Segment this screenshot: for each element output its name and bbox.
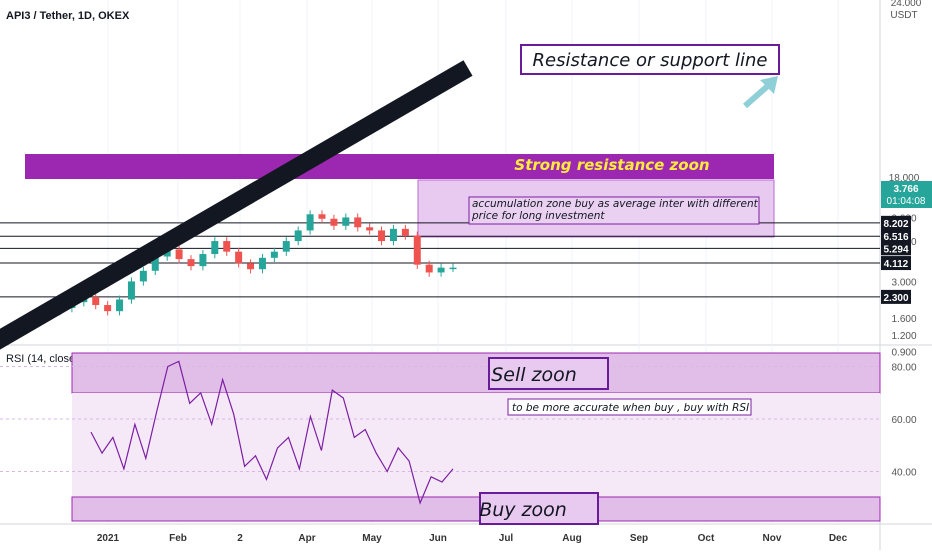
x-tick-label: Aug (562, 533, 581, 544)
last-price-tag: 3.766 01:04:08 (881, 181, 932, 208)
last-price: 3.766 (893, 184, 918, 195)
countdown: 01:04:08 (887, 196, 926, 207)
price-level-tag-bg (881, 241, 911, 256)
candle-body (187, 259, 195, 267)
y-tick-label: 3.000 (891, 277, 916, 288)
price-level-tag: 6.516 (883, 232, 908, 243)
y-tick-label: 1.200 (891, 331, 916, 342)
price-level-tag-bg (881, 289, 911, 304)
y-tick-label: 0.900 (891, 348, 916, 359)
candle-body (378, 230, 386, 242)
candle-body (294, 230, 302, 242)
price-level-tag: 2.300 (883, 293, 908, 304)
price-level-tag: 5.294 (883, 244, 908, 255)
time-axis[interactable]: 2021 Feb 2 Apr May Jun Jul Aug Sep Oct Nov Dec (97, 533, 848, 544)
sell-zone-label: Sell zoon (491, 364, 577, 386)
rsi-tick-label: 60.00 (891, 415, 916, 426)
candle-body (413, 235, 421, 265)
rsi-mid-band (72, 393, 880, 497)
candle-body (258, 257, 266, 270)
candle-body (163, 249, 171, 257)
candle-body (437, 267, 445, 273)
candle-body (270, 251, 278, 258)
candle-body (449, 267, 457, 270)
price-level-tag-bg (881, 256, 911, 271)
rsi-axis[interactable]: 80.00 60.00 40.00 (891, 363, 916, 479)
x-tick-label: Sep (630, 533, 648, 544)
candle-body (223, 241, 231, 252)
x-tick-label: Jul (499, 533, 514, 544)
candle-body (247, 263, 255, 270)
candle-body (151, 256, 159, 271)
candle-body (282, 241, 290, 252)
candle-body (175, 249, 183, 260)
x-tick-label: Feb (169, 533, 187, 544)
x-tick-label: 2 (237, 533, 243, 544)
x-tick-label: Apr (298, 533, 315, 544)
symbol-title[interactable]: API3 / Tether, 1D, OKEX (6, 10, 130, 22)
rsi-note-box (507, 398, 752, 416)
candle-body (199, 254, 207, 267)
rsi-gridlines (0, 366, 880, 472)
candle-body (139, 270, 147, 282)
y-tick-label: 24.000 (891, 0, 922, 9)
price-level-tag: 8.202 (883, 219, 908, 230)
x-tick-label: Nov (763, 533, 782, 544)
candle-body (366, 227, 374, 231)
accumulation-note-fo: accumulation zone buy as average inter w… (472, 198, 758, 222)
candle-body (104, 305, 112, 312)
rsi-line (90, 360, 454, 505)
accumulation-note-box (468, 196, 760, 225)
x-tick-label: Dec (829, 533, 848, 544)
candle-body (235, 251, 243, 264)
price-axis[interactable]: 24.00018.00012.0009.0006.0003.0001.6001.… (889, 0, 922, 359)
candle-body (389, 228, 397, 242)
resistance-zone (25, 154, 774, 179)
x-tick-label: Oct (698, 533, 715, 544)
candle-body (401, 228, 409, 236)
buy-zone-label-box (479, 492, 599, 525)
candle-body (342, 217, 350, 226)
resistance-line-label: Resistance or support line (533, 50, 768, 71)
candle-body (92, 296, 100, 306)
trendline (0, 60, 473, 350)
buy-zone-label: Buy zoon (479, 499, 567, 521)
price-level-tag-bg (881, 215, 911, 230)
rsi-tick-label: 40.00 (891, 468, 916, 479)
rsi-sell-band (71, 352, 881, 394)
candle-body (127, 281, 135, 300)
x-tick-label: 2021 (97, 533, 120, 544)
candle-body (425, 264, 433, 273)
rsi-tick-label: 80.00 (891, 363, 916, 374)
candle-body (211, 241, 219, 255)
x-tick-label: May (362, 533, 382, 544)
resistance-zone-label: Strong resistance zoon (514, 156, 709, 174)
price-level-tag: 4.112 (884, 259, 909, 270)
rsi-note: to be more accurate when buy , buy with … (512, 402, 749, 414)
accumulation-note: accumulation zone buy as average inter w… (472, 198, 758, 222)
y-tick-label: 1.600 (891, 314, 916, 325)
x-tick-label: Jun (429, 533, 447, 544)
sell-zone-label-box (488, 357, 609, 390)
currency-label: USDT (890, 10, 917, 21)
rsi-label[interactable]: RSI (14, close) (6, 353, 79, 365)
rsi-buy-band (71, 496, 881, 522)
y-tick-label: 18.000 (889, 173, 920, 184)
candle-body (116, 299, 124, 312)
price-level-tag-bg (881, 229, 911, 244)
arrow-icon (743, 76, 778, 109)
resistance-line-label-box (520, 44, 780, 75)
candlesticks (56, 210, 457, 316)
candle-body (318, 214, 326, 219)
candle-body (354, 217, 362, 228)
candle-body (330, 218, 338, 226)
candle-body (306, 214, 314, 231)
